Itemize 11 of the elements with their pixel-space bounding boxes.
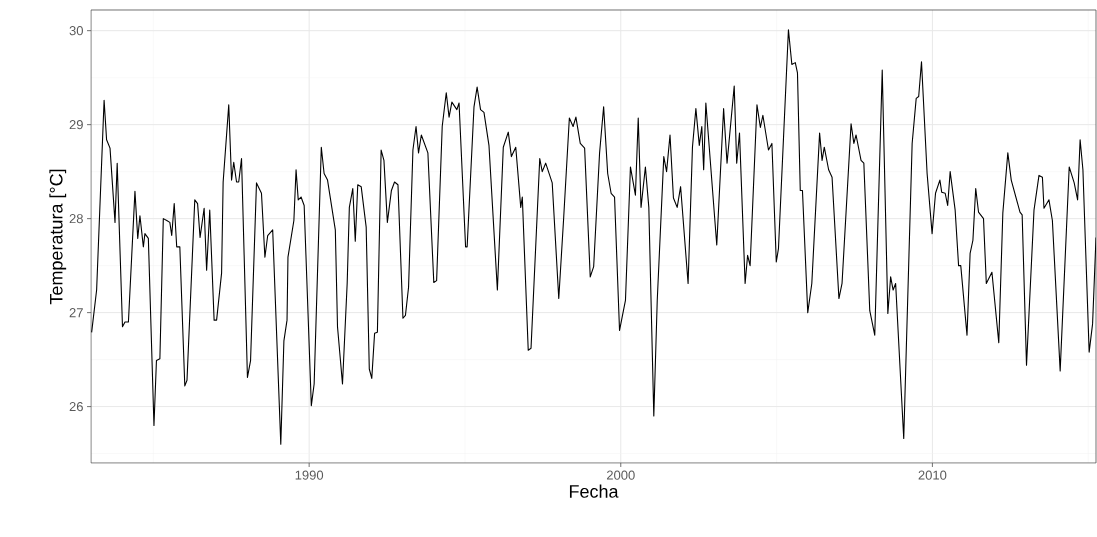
y-tick-label: 30 — [69, 26, 83, 36]
y-tick-label: 28 — [69, 214, 83, 224]
x-tick-label: 1990 — [295, 470, 324, 480]
y-axis-title: Temperatura [°C] — [49, 169, 67, 305]
x-tick-label: 2010 — [918, 470, 947, 480]
x-axis-title: Fecha — [569, 484, 619, 498]
y-tick-label: 26 — [69, 401, 83, 412]
x-tick-label: 2000 — [606, 470, 635, 480]
y-tick-label: 27 — [69, 308, 83, 318]
line-series — [91, 29, 1097, 445]
y-tick-label: 29 — [69, 120, 83, 130]
